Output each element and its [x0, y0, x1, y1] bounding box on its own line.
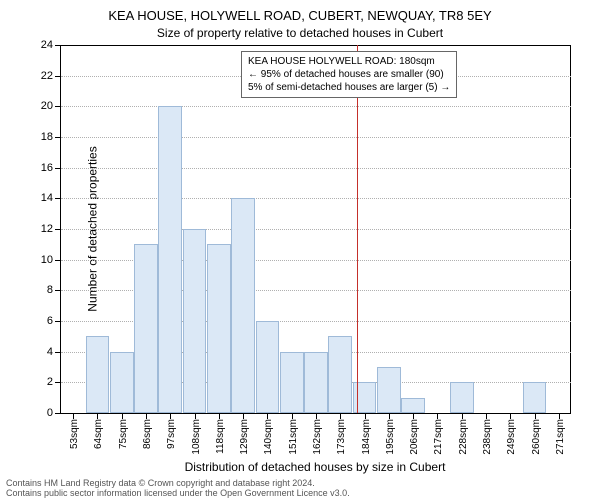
bar [231, 198, 255, 413]
y-tick [55, 76, 61, 77]
y-tick [55, 45, 61, 46]
y-tick-label: 8 [47, 284, 53, 296]
bar [450, 382, 474, 413]
y-tick [55, 352, 61, 353]
bar [523, 382, 547, 413]
plot-border-top [61, 45, 571, 46]
y-tick [55, 168, 61, 169]
x-tick-label: 64sqm [93, 419, 104, 449]
gridline [61, 198, 571, 199]
reference-line [357, 45, 358, 413]
gridline [61, 106, 571, 107]
x-tick-label: 97sqm [166, 419, 177, 449]
annotation-line: ← 95% of detached houses are smaller (90… [248, 68, 450, 81]
bar [110, 352, 134, 413]
plot-area: 02468101214161820222453sqm64sqm75sqm86sq… [60, 45, 571, 414]
y-tick [55, 382, 61, 383]
y-tick-label: 10 [41, 254, 53, 266]
x-tick-label: 53sqm [69, 419, 80, 449]
y-tick-label: 2 [47, 376, 53, 388]
bar [304, 352, 328, 413]
x-tick-label: 173sqm [336, 419, 347, 455]
bar [183, 229, 207, 413]
footer-attribution: Contains HM Land Registry data © Crown c… [6, 478, 350, 498]
x-tick-label: 151sqm [288, 419, 299, 455]
x-tick-label: 271sqm [555, 419, 566, 455]
x-tick-label: 75sqm [118, 419, 129, 449]
x-tick-label: 118sqm [215, 419, 226, 454]
y-tick [55, 106, 61, 107]
x-tick-label: 162sqm [312, 419, 323, 455]
bar [134, 244, 158, 413]
x-tick-label: 195sqm [385, 419, 396, 455]
bar [256, 321, 280, 413]
x-tick-label: 129sqm [239, 419, 250, 455]
x-tick-label: 249sqm [506, 419, 517, 455]
y-tick-label: 0 [47, 407, 53, 419]
x-tick-label: 238sqm [482, 419, 493, 455]
x-tick-label: 108sqm [191, 419, 202, 455]
y-tick-label: 14 [41, 192, 53, 204]
bar [158, 106, 182, 413]
annotation-line: KEA HOUSE HOLYWELL ROAD: 180sqm [248, 55, 450, 68]
y-tick-label: 18 [41, 131, 53, 143]
bar [207, 244, 231, 413]
chart-title-sub: Size of property relative to detached ho… [0, 26, 600, 40]
bar [280, 352, 304, 413]
bar [377, 367, 401, 413]
bar [328, 336, 352, 413]
y-tick [55, 290, 61, 291]
y-tick [55, 413, 61, 414]
x-tick-label: 260sqm [531, 419, 542, 455]
y-tick [55, 260, 61, 261]
gridline [61, 168, 571, 169]
chart-container: KEA HOUSE, HOLYWELL ROAD, CUBERT, NEWQUA… [0, 0, 600, 500]
x-tick-label: 86sqm [142, 419, 153, 449]
y-tick-label: 4 [47, 346, 53, 358]
y-tick-label: 12 [41, 223, 53, 235]
x-tick-label: 140sqm [263, 419, 274, 455]
y-tick-label: 24 [41, 39, 53, 51]
y-tick [55, 137, 61, 138]
y-tick-label: 6 [47, 315, 53, 327]
x-tick-label: 217sqm [433, 419, 444, 455]
annotation-line: 5% of semi-detached houses are larger (5… [248, 81, 450, 94]
x-axis-label: Distribution of detached houses by size … [60, 460, 570, 474]
bar [401, 398, 425, 413]
x-tick-label: 228sqm [458, 419, 469, 455]
footer-line-1: Contains HM Land Registry data © Crown c… [6, 478, 350, 488]
y-tick [55, 229, 61, 230]
y-tick-label: 16 [41, 162, 53, 174]
chart-title-main: KEA HOUSE, HOLYWELL ROAD, CUBERT, NEWQUA… [0, 8, 600, 23]
footer-line-2: Contains public sector information licen… [6, 488, 350, 498]
x-tick-label: 184sqm [361, 419, 372, 455]
gridline [61, 229, 571, 230]
bar [86, 336, 110, 413]
annotation-box: KEA HOUSE HOLYWELL ROAD: 180sqm← 95% of … [241, 51, 457, 98]
y-tick-label: 20 [41, 100, 53, 112]
y-tick [55, 321, 61, 322]
gridline [61, 137, 571, 138]
x-tick-label: 206sqm [409, 419, 420, 455]
y-tick [55, 198, 61, 199]
y-tick-label: 22 [41, 70, 53, 82]
